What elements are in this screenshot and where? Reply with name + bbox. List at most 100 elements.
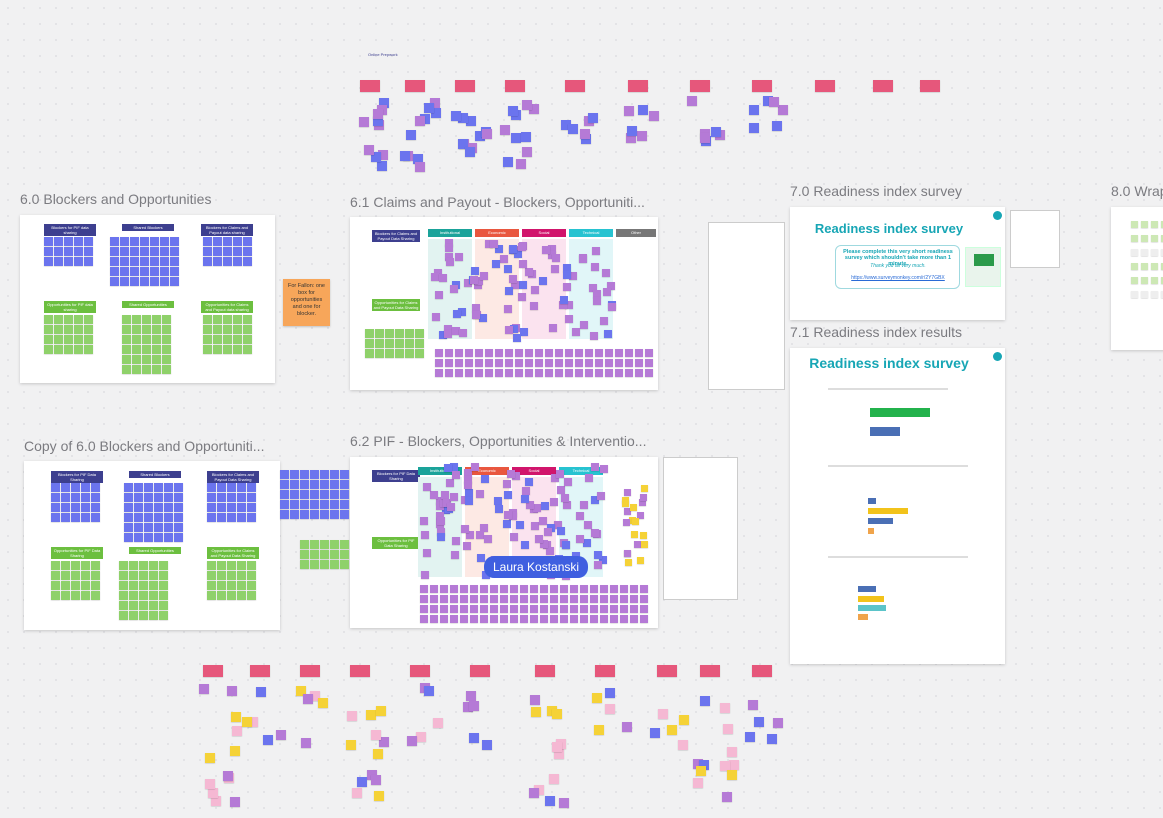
sticky-note[interactable] — [632, 518, 640, 526]
sticky-note[interactable] — [563, 477, 572, 486]
sticky-note[interactable] — [600, 615, 608, 623]
sticky-note[interactable] — [502, 519, 511, 528]
sticky-note[interactable] — [130, 257, 139, 266]
sticky-note[interactable] — [580, 595, 588, 603]
sticky-note[interactable] — [590, 595, 598, 603]
sticky-note[interactable] — [430, 615, 438, 623]
sticky-note[interactable] — [452, 309, 461, 318]
sticky-note[interactable] — [546, 547, 555, 556]
sticky-note[interactable] — [150, 267, 159, 276]
sticky-note[interactable] — [233, 315, 242, 324]
sticky-note[interactable] — [1151, 277, 1158, 284]
sticky-note[interactable] — [440, 585, 448, 593]
sticky-note[interactable] — [84, 257, 93, 266]
sticky-note[interactable] — [300, 490, 309, 499]
sticky-note[interactable] — [174, 503, 183, 512]
frame-title[interactable]: 6.0 Blockers and Opportunities — [20, 191, 212, 207]
sticky-note[interactable] — [124, 503, 133, 512]
sticky-note[interactable] — [405, 130, 416, 141]
sticky-note[interactable] — [320, 540, 329, 549]
sticky-note[interactable] — [583, 538, 592, 547]
sticky-note[interactable] — [580, 615, 588, 623]
sticky-note[interactable] — [657, 665, 677, 677]
sticky-note[interactable] — [464, 278, 473, 287]
sticky-note[interactable] — [1151, 221, 1158, 228]
sticky-note[interactable] — [71, 591, 80, 600]
sticky-note[interactable] — [450, 493, 459, 502]
sticky-note[interactable] — [640, 493, 648, 501]
sticky-note[interactable] — [451, 537, 460, 546]
sticky-note[interactable] — [152, 355, 161, 364]
sticky-note[interactable] — [534, 535, 543, 544]
sticky-note[interactable] — [505, 369, 513, 377]
sticky-note[interactable] — [120, 277, 129, 286]
sticky-note[interactable] — [237, 493, 246, 502]
sticky-note[interactable] — [455, 349, 463, 357]
sticky-note[interactable] — [515, 369, 523, 377]
sticky-note[interactable] — [517, 243, 526, 252]
sticky-note[interactable] — [565, 80, 585, 92]
sticky-note[interactable] — [160, 247, 169, 256]
sticky-note[interactable] — [658, 709, 669, 720]
sticky-note[interactable] — [465, 349, 473, 357]
sticky-note[interactable] — [525, 349, 533, 357]
sticky-note[interactable] — [490, 585, 498, 593]
sticky-note[interactable] — [243, 345, 252, 354]
sticky-note[interactable] — [320, 490, 329, 499]
sticky-note[interactable] — [247, 503, 256, 512]
sticky-note[interactable] — [204, 753, 215, 764]
sticky-note[interactable] — [485, 359, 493, 367]
sticky-note[interactable] — [679, 714, 690, 725]
sticky-note[interactable] — [376, 705, 387, 716]
sticky-note[interactable] — [645, 359, 653, 367]
sticky-note[interactable] — [134, 513, 143, 522]
sticky-note[interactable] — [140, 277, 149, 286]
sticky-note[interactable] — [71, 581, 80, 590]
sticky-note[interactable] — [142, 335, 151, 344]
sticky-note[interactable] — [556, 470, 565, 479]
sticky-note[interactable] — [130, 247, 139, 256]
sticky-note[interactable] — [379, 97, 390, 108]
sticky-note[interactable] — [444, 324, 453, 333]
sticky-note[interactable] — [164, 513, 173, 522]
sticky-note[interactable] — [280, 470, 289, 479]
sticky-note[interactable] — [152, 325, 161, 334]
sticky-note[interactable] — [81, 513, 90, 522]
sticky-note[interactable] — [51, 561, 60, 570]
sticky-note[interactable] — [229, 796, 240, 807]
sticky-note[interactable] — [521, 540, 530, 549]
sticky-note[interactable] — [608, 302, 617, 311]
sticky-note[interactable] — [144, 513, 153, 522]
sticky-note[interactable] — [61, 503, 70, 512]
sticky-note[interactable] — [91, 561, 100, 570]
sticky-note[interactable] — [144, 483, 153, 492]
sticky-note[interactable] — [475, 369, 483, 377]
sticky-note[interactable] — [519, 280, 528, 289]
sticky-note[interactable] — [535, 359, 543, 367]
sticky-note[interactable] — [580, 129, 591, 140]
sticky-note[interactable] — [395, 339, 404, 348]
sticky-note[interactable] — [729, 760, 740, 771]
sticky-note[interactable] — [149, 581, 158, 590]
sticky-note[interactable] — [243, 237, 252, 246]
sticky-note[interactable] — [1131, 221, 1138, 228]
sticky-note[interactable] — [520, 615, 528, 623]
sticky-note[interactable] — [440, 605, 448, 613]
sticky-note[interactable] — [44, 345, 53, 354]
sticky-note[interactable] — [415, 731, 426, 742]
sticky-note[interactable] — [450, 110, 461, 121]
sticky-note[interactable] — [480, 605, 488, 613]
sticky-note[interactable] — [589, 331, 598, 340]
sticky-note[interactable] — [470, 665, 490, 677]
sticky-note[interactable] — [227, 561, 236, 570]
sticky-note[interactable] — [203, 345, 212, 354]
sticky-note[interactable] — [445, 369, 453, 377]
sticky-note[interactable] — [170, 267, 179, 276]
sticky-note[interactable] — [640, 605, 648, 613]
sticky-note[interactable] — [119, 571, 128, 580]
sticky-note[interactable] — [44, 315, 53, 324]
sticky-note[interactable] — [540, 605, 548, 613]
sticky-note[interactable] — [140, 247, 149, 256]
sticky-note[interactable] — [524, 268, 533, 277]
sticky-note[interactable] — [722, 724, 733, 735]
